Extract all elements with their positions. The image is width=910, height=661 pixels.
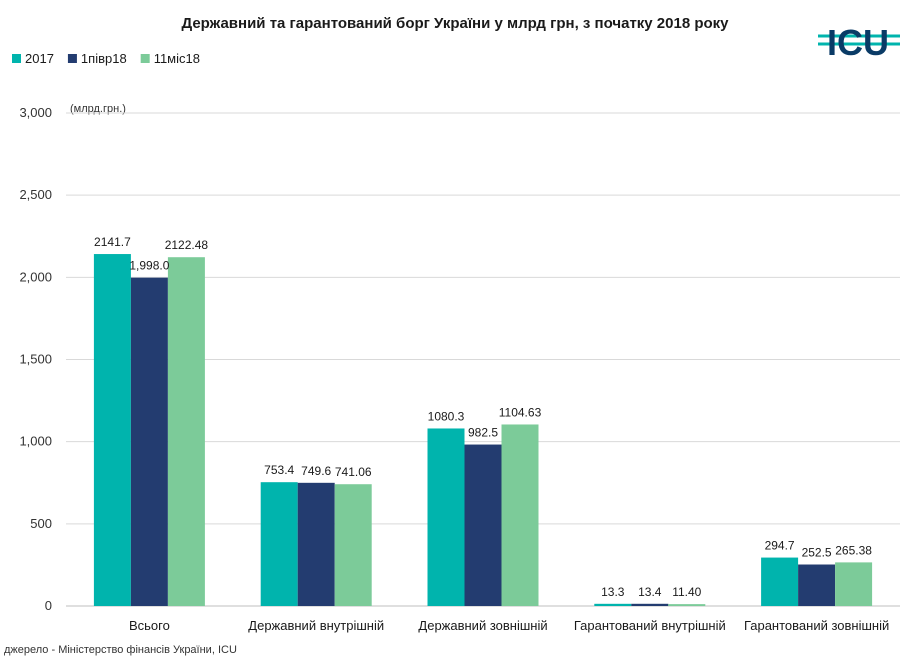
y-tick-label: 1,500 [19, 352, 52, 367]
data-label: 1,998.0 [129, 259, 169, 273]
bar [260, 482, 298, 606]
data-label: 2141.7 [94, 235, 131, 249]
bar [334, 484, 372, 606]
bar [631, 603, 669, 606]
bar [835, 562, 873, 606]
bar [594, 603, 632, 606]
x-tick-label: Державний зовнішній [418, 618, 547, 633]
unit-label: (млрд.грн.) [70, 103, 126, 115]
bar [427, 428, 465, 606]
bar [167, 257, 205, 606]
data-labels: 2141.7 1,998.0 2122.48 753.4 749.6 741.06 1080… [94, 235, 872, 599]
data-label: 11.40 [672, 585, 701, 599]
chart-title: Державний та гарантований борг України у… [181, 15, 729, 32]
legend-label: 11міс18 [154, 51, 200, 66]
x-tick-label: Гарантований зовнішній [744, 618, 889, 633]
y-tick-label: 1,000 [19, 434, 52, 449]
data-label: 265.38 [835, 543, 872, 557]
legend-swatch [140, 54, 150, 63]
legend: 2017 1півр18 11міс18 [12, 51, 200, 66]
y-tick-label: 500 [30, 516, 52, 531]
bar [761, 557, 799, 606]
y-tick-label: 3,000 [19, 105, 52, 120]
bar [297, 482, 335, 606]
x-tick-label: Гарантований внутрішній [574, 618, 726, 633]
y-axis: 0 500 1,000 1,500 2,000 2,500 3,000 [19, 105, 52, 613]
data-label: 2122.48 [165, 238, 209, 252]
y-tick-label: 2,000 [19, 269, 52, 284]
x-tick-label: Всього [129, 618, 170, 633]
data-label: 741.06 [335, 465, 372, 479]
x-tick-label: Державний внутрішній [248, 618, 384, 633]
data-label: 252.5 [802, 546, 832, 560]
legend-label: 2017 [25, 51, 54, 66]
bar [130, 277, 168, 606]
icu-logo: ICU [818, 22, 900, 63]
bar [668, 604, 706, 606]
legend-swatch [67, 54, 77, 63]
y-tick-label: 2,500 [19, 187, 52, 202]
x-axis: Всього Державний внутрішній Державний зовн… [129, 618, 889, 633]
data-label: 294.7 [765, 539, 795, 553]
source-note: джерело - Міністерство фінансів України,… [4, 644, 237, 656]
y-tick-label: 0 [45, 598, 52, 613]
bar [464, 444, 502, 606]
bar [501, 424, 539, 606]
legend-swatch [12, 54, 21, 63]
legend-label: 1півр18 [81, 51, 127, 66]
data-label: 753.4 [264, 463, 294, 477]
bar [93, 254, 131, 606]
data-label: 749.6 [301, 464, 331, 478]
data-label: 13.3 [601, 585, 625, 599]
data-label: 13.4 [638, 585, 662, 599]
data-label: 982.5 [468, 426, 498, 440]
bars [93, 254, 873, 606]
logo-text: ICU [827, 22, 889, 63]
bar [798, 564, 836, 606]
data-label: 1080.3 [428, 409, 465, 423]
data-label: 1104.63 [499, 405, 542, 419]
